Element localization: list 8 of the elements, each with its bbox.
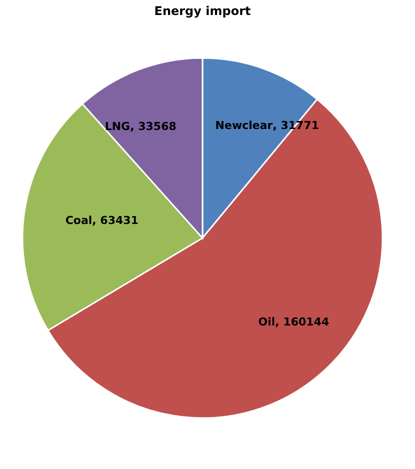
slice-label: Oil xyxy=(258,316,276,329)
slice-label: Newclear xyxy=(215,119,274,132)
data-label: , 63431 xyxy=(92,214,138,228)
data-label: , 160144 xyxy=(275,316,330,329)
slice-label: Coal xyxy=(65,214,92,228)
chart-title: Energy import xyxy=(154,4,252,18)
slice-label: LNG xyxy=(104,120,130,134)
data-label: , 33568 xyxy=(130,120,176,134)
